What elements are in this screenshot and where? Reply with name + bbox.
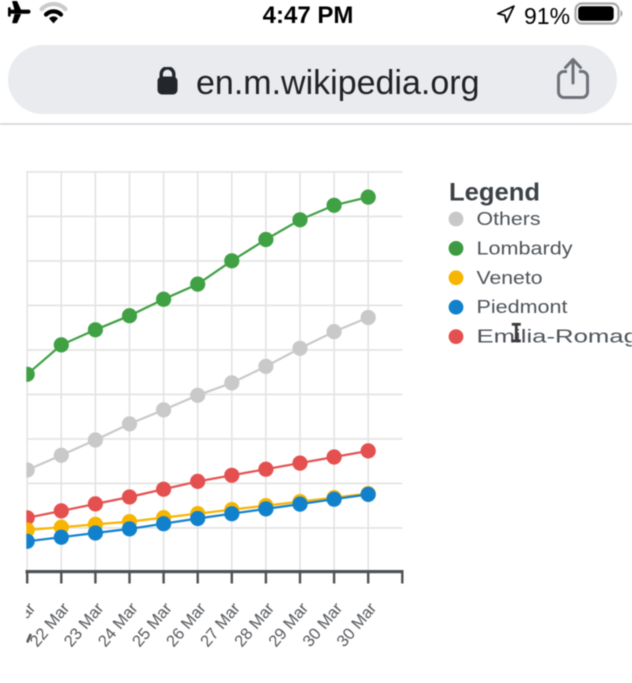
svg-text:Others: Others [477,209,541,229]
svg-text:Emilia-Romagna: Emilia-Romagna [477,327,632,347]
svg-text:Lombardy: Lombardy [477,238,573,258]
svg-text:Legend: Legend [449,179,540,207]
svg-text:Piedmont: Piedmont [477,297,568,317]
svg-text:Veneto: Veneto [477,268,543,288]
